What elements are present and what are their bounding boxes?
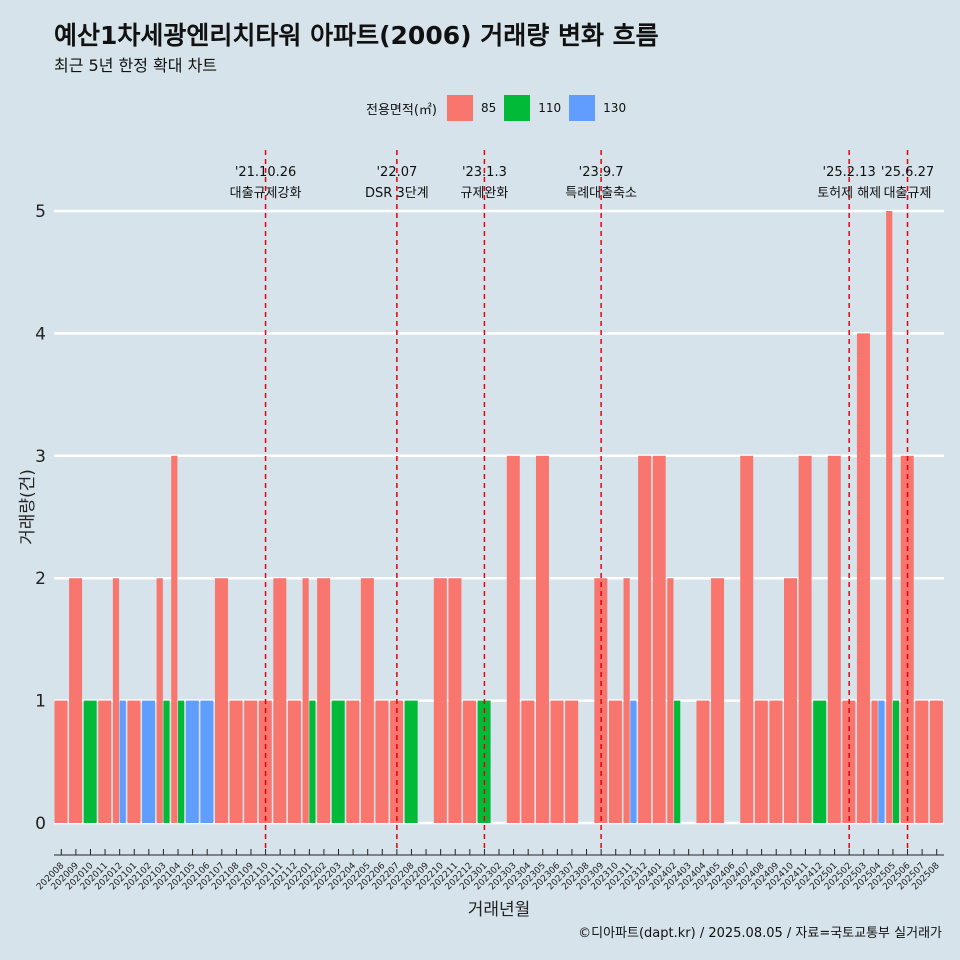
chart-title: 예산1차세광엔리치타워 아파트(2006) 거래량 변화 흐름 [54,21,659,50]
bar-85-202402 [667,578,674,823]
event-name-label: DSR 3단계 [365,186,429,201]
event-date-label: '25.6.27 [881,165,934,180]
bar-85-202312 [638,455,652,823]
bar-130-202012 [119,700,126,823]
legend-label-110: 110 [538,101,562,115]
bar-85-202107 [214,578,228,823]
event-name-label: 토허제 해제 [817,186,881,201]
y-tick-label: 2 [35,569,46,589]
bar-85-202207 [390,700,404,823]
legend-item-110: 110 [504,95,561,121]
legend: 전용면적(㎡) 85 110 130 [366,94,634,122]
bar-85-202503 [856,333,870,823]
source-caption: ©디아파트(dapt.kr) / 2025.08.05 / 자료=국토교통부 실… [578,926,942,941]
legend-label-130: 130 [603,101,627,115]
bar-85-202108 [229,700,243,823]
bar-85-202008 [54,700,68,823]
y-tick-label: 1 [35,692,46,712]
bar-85-202011 [98,700,112,823]
bar-130-202106 [200,700,214,823]
event-date-label: '22.07 [376,165,417,180]
bar-130-202105 [185,700,199,823]
bar-85-202112 [287,700,301,823]
bar-85-202405 [711,578,725,823]
bar-110-202104 [178,700,185,823]
bar-110-202203 [331,700,345,823]
legend-key-130 [569,95,596,121]
bar-85-202306 [550,700,564,823]
legend-key-85 [446,95,473,121]
bar-130-202504 [878,700,885,823]
chart-subtitle: 최근 5년 한정 확대 차트 [54,56,218,75]
bar-110-202201 [309,700,316,823]
bar-85-202502 [842,700,856,823]
bar-85-202407 [740,455,754,823]
y-tick-label: 5 [35,202,46,222]
bar-130-202311 [630,700,637,823]
bar-110-202412 [813,700,827,823]
event-name-label: 규제완화 [460,186,508,201]
bar-85-202408 [754,700,768,823]
bar-85-202205 [360,578,374,823]
bar-85-202210 [433,578,447,823]
bar-85-202304 [521,700,535,823]
bar-110-202402 [674,700,681,823]
bar-85-202404 [696,700,710,823]
bar-85-202201 [302,578,309,823]
event-name-label: 특례대출축소 [565,186,637,201]
legend-item-130: 130 [569,95,626,121]
event-name-label: 대출규제강화 [230,186,302,201]
bar-85-202410 [784,578,797,823]
bar-85-202307 [565,700,579,823]
bar-85-202101 [127,700,141,823]
bar-85-202305 [535,455,549,823]
bar-110-202505 [892,700,900,823]
bar-85-202202 [317,578,331,823]
legend-key-110 [504,95,531,121]
event-date-label: '25.2.13 [823,165,876,180]
bar-85-202109 [244,700,258,823]
bar-110-202010 [83,700,97,823]
bar-85-202501 [827,455,841,823]
event-date-label: '23.1.3 [462,165,507,180]
legend-label-85: 85 [480,101,497,115]
y-tick-label: 4 [35,324,46,344]
bar-85-202310 [608,700,622,823]
bar-85-202012 [112,578,120,823]
legend-title: 전용면적(㎡) [366,102,437,118]
y-axis-title: 거래량(건) [18,469,38,545]
bar-85-202204 [346,700,360,823]
bar-85-202110 [258,700,272,823]
bar-85-202411 [798,455,812,823]
bar-85-202508 [929,700,943,823]
event-date-label: '21.10.26 [235,165,296,180]
legend-item-85: 85 [446,95,497,121]
bar-85-202212 [463,700,477,823]
bar-110-202208 [404,700,418,823]
y-tick-label: 3 [35,447,46,467]
bar-85-202206 [375,700,389,823]
x-axis-title: 거래년월 [468,900,531,920]
bar-85-202507 [915,700,929,823]
bar-85-202303 [506,455,520,823]
bar-130-202102 [142,700,156,823]
event-date-label: '23.9.7 [579,165,624,180]
bar-85-202504 [871,700,878,823]
event-name-label: 대출규제 [884,186,932,201]
bar-85-202401 [652,455,666,823]
bar-85-202104 [171,455,178,823]
y-tick-label: 0 [35,814,46,834]
bar-85-202103 [156,578,163,823]
bar-85-202409 [769,700,783,823]
bar-85-202505 [886,211,893,823]
bar-85-202311 [623,578,630,823]
bar-110-202103 [163,700,170,823]
bar-85-202211 [448,578,462,823]
bar-85-202009 [69,578,83,823]
bar-110-202301 [477,700,491,823]
bar-85-202111 [273,578,287,823]
